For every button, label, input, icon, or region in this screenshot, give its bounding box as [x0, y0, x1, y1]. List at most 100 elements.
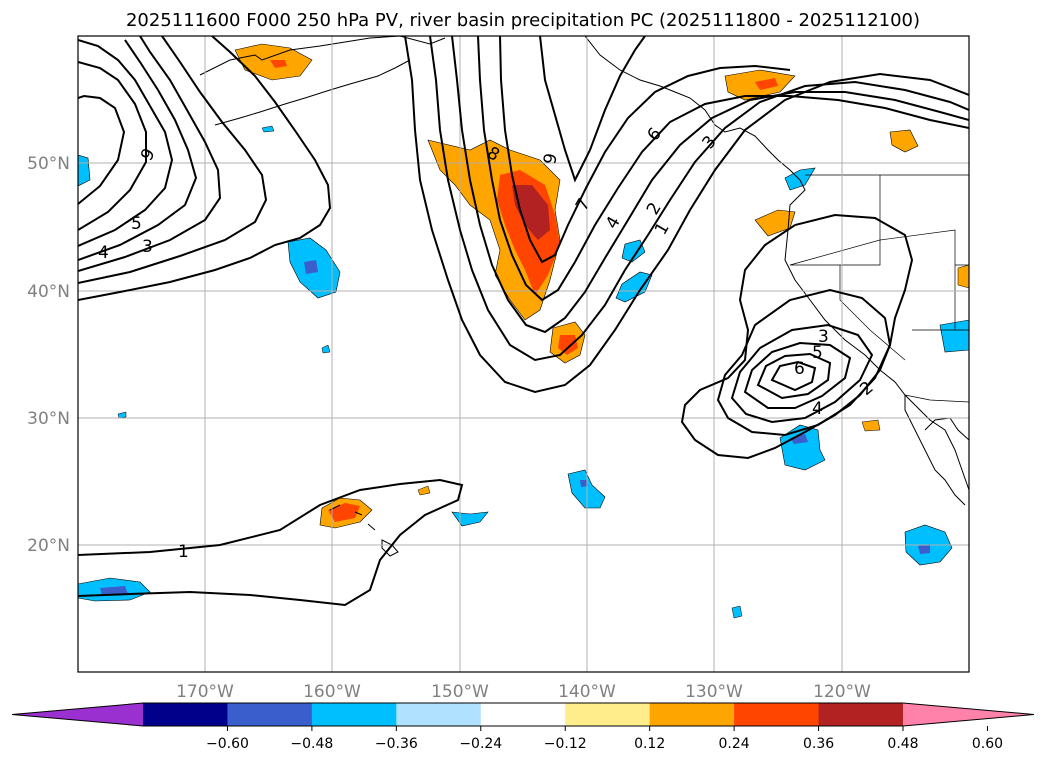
pv-contour-west-7: [78, 94, 126, 205]
pv-trough-1: [404, 36, 969, 394]
pv-contour-west-3: [78, 36, 222, 272]
precip-blue-25n-140w: [580, 480, 588, 487]
precip-blue-16n-west: [100, 586, 128, 595]
map-area: 9 5 4 3 8 9 7 6 4 3 2 1 3 5 6 4 2 1: [78, 36, 969, 672]
contour-label: 5: [812, 343, 823, 363]
pv-cutoff-5: [756, 352, 832, 400]
lat-label: 50°N: [27, 154, 70, 174]
borders: [789, 174, 969, 403]
contour-label: 9: [540, 152, 562, 166]
colorbar-swatch: [143, 703, 228, 726]
colorbar-extend-high: [903, 703, 1034, 726]
coast-alaska-aleutians: [199, 36, 801, 181]
colorbar-tick-label: 0.36: [803, 736, 834, 752]
pv-cutoff-4: [743, 341, 852, 409]
colorbar-swatch: [565, 703, 651, 726]
precip-orange-baja: [861, 419, 881, 432]
colorbar-swatch: [649, 703, 735, 726]
precip-blue-45n-165w: [304, 260, 318, 274]
chart-title: 2025111600 F000 250 hPa PV, river basin …: [126, 10, 920, 31]
pv-cutoff-6: [770, 360, 817, 392]
pv-trough-6: [539, 36, 646, 183]
lon-label: 130°W: [685, 682, 743, 702]
colorbar-tick-label: −0.48: [290, 736, 333, 752]
precip-blue-30n-125w: [790, 434, 808, 444]
lon-label: 170°W: [176, 682, 234, 702]
precip-cyan-40n-135w: [615, 271, 653, 303]
colorbar-outline: [11, 702, 1035, 727]
colorbar-tick-label: 0.12: [634, 736, 665, 752]
colorbar-swatch: [227, 703, 313, 726]
pv-cutoff-outer: [680, 213, 914, 460]
precip-cyan-42n-136w: [621, 239, 646, 263]
colorbar-swatch: [311, 703, 397, 726]
pv-contour-1-south: [78, 478, 464, 607]
precip-red-aleutian: [270, 60, 287, 68]
lat-label: 30°N: [27, 409, 70, 429]
pv-cutoff-3: [730, 323, 874, 424]
pv-cutoff-2: [716, 288, 892, 437]
map-frame: [77, 35, 970, 673]
precip-cyan-30n-125w: [779, 424, 826, 471]
precip-red-hawaii: [328, 503, 360, 522]
contour-label: 3: [818, 327, 829, 347]
pv-contour-west-2: [78, 36, 268, 284]
colorbar-tick-label: −0.60: [206, 736, 249, 752]
colorbar-tick-label: −0.24: [459, 736, 502, 752]
lon-label: 150°W: [431, 682, 489, 702]
colorbar-tick-label: 0.60: [972, 736, 1003, 752]
pv-trough-2: [429, 36, 969, 362]
pv-contours: [78, 36, 969, 607]
colorbar-tick-label: −0.12: [544, 736, 587, 752]
lat-label: 20°N: [27, 536, 70, 556]
lon-label: 120°W: [813, 682, 871, 702]
precip-blue-20n-115w: [918, 544, 930, 554]
pv-trough-4: [477, 36, 969, 302]
pv-contour-west-6: [78, 61, 147, 231]
colorbar-tick-label: 0.48: [887, 736, 918, 752]
precip-red-35n: [558, 335, 578, 355]
contour-label: 1: [178, 542, 189, 562]
precip-orange-idaho: [889, 129, 919, 153]
precip-orange-small-1: [417, 485, 431, 496]
border-us-mexico: [904, 394, 969, 403]
precip-cyan-small-2: [261, 125, 275, 133]
coast-hawaii: [329, 504, 399, 557]
lon-label: 140°W: [558, 682, 616, 702]
precip-cyan-35n-116w: [939, 319, 969, 353]
colorbar: −0.60 −0.48 −0.36 −0.24 −0.12 0.12 0.24 0.36 0.4…: [11, 702, 1035, 752]
pv-trough-5: [499, 36, 791, 264]
contour-label: 3: [142, 237, 153, 257]
coast-baja: [904, 395, 966, 506]
contour-label: 4: [98, 243, 109, 263]
precip-darkred-ne-pacific: [512, 185, 550, 240]
border-states: [789, 175, 969, 361]
precip-cyan-small-4: [731, 605, 743, 619]
precip-cyan-47n-125w: [784, 167, 816, 191]
graticule: [78, 36, 969, 672]
contour-label: 6: [794, 359, 805, 379]
lat-label: 40°N: [27, 282, 70, 302]
colorbar-tick-label: 0.24: [719, 736, 750, 752]
contour-label: 4: [812, 399, 823, 419]
colorbar-swatch: [396, 703, 482, 726]
pv-contour-west-4: [78, 39, 198, 261]
lon-label: 160°W: [303, 682, 361, 702]
colorbar-extend-low: [12, 703, 143, 726]
colorbar-swatch: [480, 703, 566, 726]
pv-contour-west-5: [78, 39, 174, 247]
pv-trough-3: [451, 36, 969, 334]
precip-cyan-small-5: [117, 411, 127, 419]
colorbar-tick-label: −0.36: [375, 736, 418, 752]
precip-orange-nv: [957, 264, 969, 289]
precip-red-bc: [755, 78, 778, 90]
precip-orange-oregon: [754, 209, 796, 237]
precip-cyan-small-3: [321, 344, 331, 354]
colorbar-swatch: [734, 703, 820, 726]
latitude-labels: 50°N 40°N 30°N 20°N: [27, 154, 70, 556]
longitude-labels: 170°W 160°W 150°W 140°W 130°W 120°W: [176, 682, 871, 702]
contour-label: 5: [131, 214, 142, 234]
pv-contour-west-1: [78, 36, 332, 301]
colorbar-swatch: [818, 703, 904, 726]
